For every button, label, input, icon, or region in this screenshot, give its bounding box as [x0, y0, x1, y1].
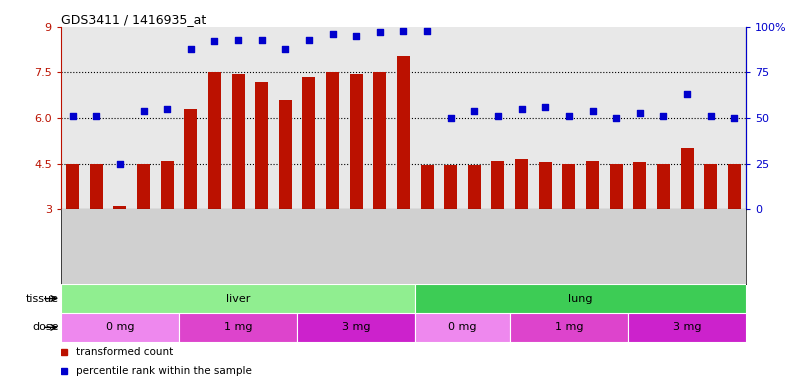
- Point: [610, 115, 623, 121]
- Text: lung: lung: [569, 293, 593, 304]
- Point: [161, 106, 174, 112]
- Bar: [586, 161, 599, 209]
- Point: [468, 108, 481, 114]
- Bar: [137, 164, 150, 209]
- Bar: [161, 161, 174, 209]
- Point: [657, 113, 670, 119]
- Point: [491, 113, 504, 119]
- Bar: [61, 284, 415, 313]
- Point: [704, 113, 717, 119]
- Text: 1 mg: 1 mg: [224, 322, 252, 333]
- Bar: [539, 162, 551, 209]
- Bar: [114, 206, 127, 209]
- Bar: [444, 165, 457, 209]
- Bar: [208, 73, 221, 209]
- Bar: [297, 313, 415, 342]
- Bar: [255, 82, 268, 209]
- Bar: [628, 313, 746, 342]
- Bar: [421, 165, 434, 209]
- Point: [350, 33, 363, 39]
- Point: [232, 36, 245, 43]
- Bar: [90, 164, 103, 209]
- Text: transformed count: transformed count: [76, 347, 174, 357]
- Text: liver: liver: [226, 293, 251, 304]
- Bar: [510, 313, 628, 342]
- Point: [421, 28, 434, 34]
- Bar: [704, 164, 717, 209]
- Text: 0 mg: 0 mg: [448, 322, 477, 333]
- Point: [727, 115, 740, 121]
- Bar: [727, 164, 740, 209]
- Bar: [232, 74, 245, 209]
- Bar: [303, 77, 315, 209]
- Point: [137, 108, 150, 114]
- Point: [373, 29, 386, 35]
- Point: [114, 161, 127, 167]
- Bar: [279, 100, 292, 209]
- Point: [515, 106, 528, 112]
- Point: [208, 38, 221, 45]
- Point: [279, 46, 292, 52]
- Point: [184, 46, 197, 52]
- Point: [562, 113, 575, 119]
- Point: [586, 108, 599, 114]
- Point: [326, 31, 339, 37]
- Bar: [350, 74, 363, 209]
- Bar: [326, 73, 339, 209]
- Point: [90, 113, 103, 119]
- Bar: [184, 109, 197, 209]
- Point: [255, 36, 268, 43]
- Bar: [397, 56, 410, 209]
- Bar: [610, 164, 623, 209]
- Point: [633, 109, 646, 116]
- Bar: [61, 313, 179, 342]
- Bar: [468, 165, 481, 209]
- Bar: [562, 164, 575, 209]
- Text: dose: dose: [32, 322, 59, 333]
- Bar: [491, 161, 504, 209]
- Text: GDS3411 / 1416935_at: GDS3411 / 1416935_at: [61, 13, 206, 26]
- Point: [397, 28, 410, 34]
- Bar: [515, 159, 528, 209]
- Bar: [657, 164, 670, 209]
- Text: percentile rank within the sample: percentile rank within the sample: [76, 366, 251, 376]
- Bar: [67, 164, 79, 209]
- Point: [67, 113, 79, 119]
- Bar: [633, 162, 646, 209]
- Text: 3 mg: 3 mg: [342, 322, 371, 333]
- Bar: [415, 284, 746, 313]
- Text: 1 mg: 1 mg: [555, 322, 583, 333]
- Text: 0 mg: 0 mg: [105, 322, 134, 333]
- Bar: [373, 73, 386, 209]
- Text: tissue: tissue: [26, 293, 59, 304]
- Point: [539, 104, 551, 110]
- Bar: [179, 313, 297, 342]
- Bar: [415, 313, 510, 342]
- Bar: [680, 149, 693, 209]
- Text: 3 mg: 3 mg: [673, 322, 702, 333]
- Point: [303, 36, 315, 43]
- Point: [444, 115, 457, 121]
- Point: [680, 91, 693, 98]
